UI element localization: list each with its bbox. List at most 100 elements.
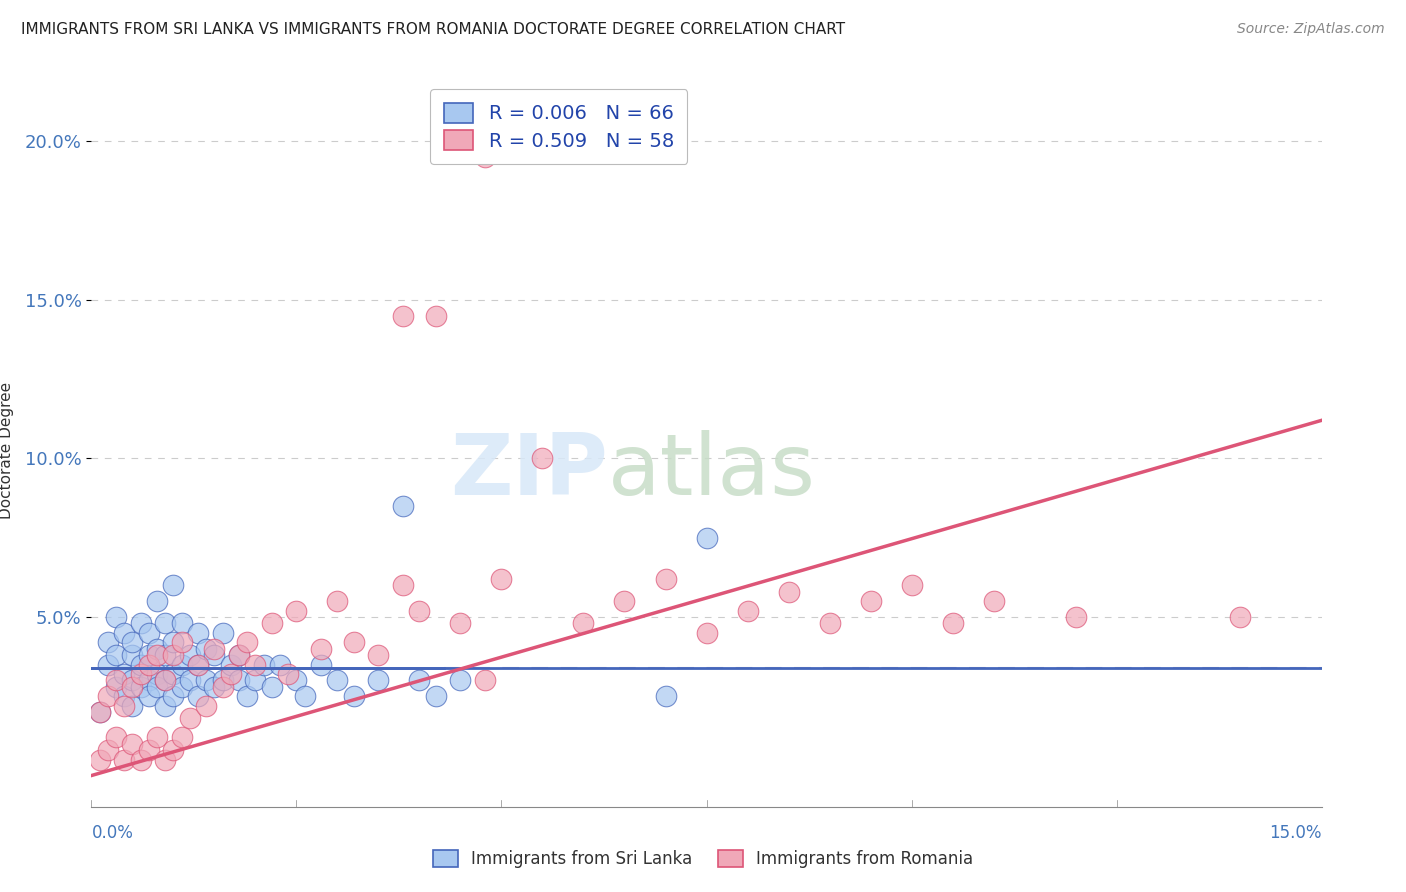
Point <box>269 657 291 672</box>
Point <box>162 635 184 649</box>
Point <box>146 680 169 694</box>
Point <box>112 667 135 681</box>
Text: atlas: atlas <box>607 430 815 514</box>
Point <box>153 673 177 688</box>
Point <box>138 625 160 640</box>
Point <box>138 648 160 662</box>
Point <box>695 625 717 640</box>
Point <box>219 657 242 672</box>
Point <box>408 604 430 618</box>
Point <box>153 698 177 713</box>
Point <box>129 657 152 672</box>
Point <box>170 657 193 672</box>
Text: IMMIGRANTS FROM SRI LANKA VS IMMIGRANTS FROM ROMANIA DOCTORATE DEGREE CORRELATIO: IMMIGRANTS FROM SRI LANKA VS IMMIGRANTS … <box>21 22 845 37</box>
Point <box>105 680 127 694</box>
Text: ZIP: ZIP <box>450 430 607 514</box>
Point <box>425 690 447 704</box>
Point <box>97 690 120 704</box>
Point <box>211 680 233 694</box>
Point <box>326 594 349 608</box>
Point <box>179 648 201 662</box>
Point <box>392 499 415 513</box>
Point <box>162 648 184 662</box>
Point <box>425 309 447 323</box>
Point <box>153 616 177 631</box>
Point <box>179 673 201 688</box>
Point <box>162 578 184 592</box>
Point <box>253 657 276 672</box>
Point <box>121 648 143 662</box>
Point <box>572 616 595 631</box>
Point <box>105 673 127 688</box>
Point <box>89 753 111 767</box>
Point <box>219 667 242 681</box>
Point <box>474 150 496 164</box>
Point <box>309 657 332 672</box>
Point <box>392 578 415 592</box>
Point <box>654 572 676 586</box>
Legend: Immigrants from Sri Lanka, Immigrants from Romania: Immigrants from Sri Lanka, Immigrants fr… <box>425 842 981 877</box>
Point <box>112 698 135 713</box>
Point <box>112 625 135 640</box>
Point <box>129 616 152 631</box>
Point <box>474 673 496 688</box>
Point <box>211 673 233 688</box>
Point <box>187 657 209 672</box>
Point <box>138 673 160 688</box>
Point <box>121 635 143 649</box>
Point <box>449 616 471 631</box>
Text: Source: ZipAtlas.com: Source: ZipAtlas.com <box>1237 22 1385 37</box>
Point <box>613 594 636 608</box>
Point <box>112 690 135 704</box>
Point <box>162 690 184 704</box>
Point <box>737 604 759 618</box>
Point <box>179 711 201 725</box>
Point <box>146 594 169 608</box>
Point <box>97 657 120 672</box>
Point <box>245 657 267 672</box>
Point <box>153 673 177 688</box>
Point <box>260 616 283 631</box>
Point <box>121 680 143 694</box>
Point <box>195 673 218 688</box>
Point <box>170 635 193 649</box>
Point <box>245 673 267 688</box>
Point <box>449 673 471 688</box>
Point <box>129 667 152 681</box>
Point <box>260 680 283 694</box>
Point <box>1229 610 1251 624</box>
Point <box>187 657 209 672</box>
Point <box>170 616 193 631</box>
Point <box>202 641 225 656</box>
Point <box>285 604 308 618</box>
Point <box>187 625 209 640</box>
Point <box>236 635 259 649</box>
Point <box>187 690 209 704</box>
Point <box>343 635 366 649</box>
Point <box>195 698 218 713</box>
Point <box>97 743 120 757</box>
Point <box>695 531 717 545</box>
Point <box>228 648 250 662</box>
Text: 15.0%: 15.0% <box>1270 824 1322 842</box>
Point <box>153 753 177 767</box>
Point <box>146 641 169 656</box>
Point <box>146 648 169 662</box>
Point <box>89 705 111 719</box>
Point <box>491 572 513 586</box>
Point <box>285 673 308 688</box>
Point <box>531 451 554 466</box>
Point <box>343 690 366 704</box>
Point <box>228 648 250 662</box>
Point <box>146 667 169 681</box>
Point <box>236 690 259 704</box>
Y-axis label: Doctorate Degree: Doctorate Degree <box>0 382 14 519</box>
Point <box>900 578 922 592</box>
Legend: R = 0.006   N = 66, R = 0.509   N = 58: R = 0.006 N = 66, R = 0.509 N = 58 <box>430 89 688 164</box>
Point <box>367 673 389 688</box>
Point <box>105 648 127 662</box>
Point <box>942 616 965 631</box>
Point <box>859 594 882 608</box>
Point <box>392 309 415 323</box>
Point <box>89 705 111 719</box>
